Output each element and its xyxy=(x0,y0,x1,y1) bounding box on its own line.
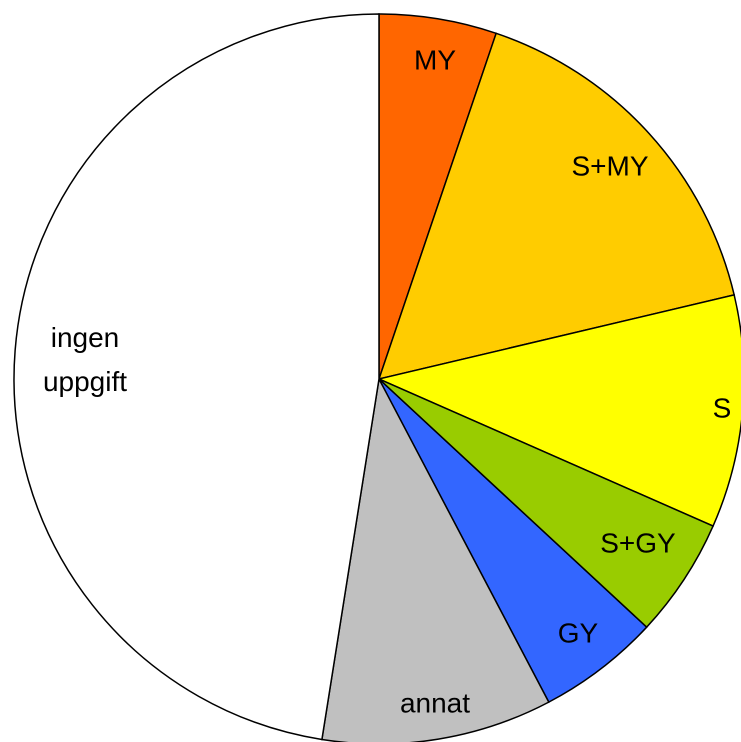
slice-label: ingen uppgift xyxy=(43,322,127,397)
pie-slice xyxy=(376,294,741,528)
pie-slice xyxy=(13,13,380,741)
pie-slice xyxy=(377,32,736,381)
slice-label: S xyxy=(713,392,732,423)
slice-label: annat xyxy=(400,687,470,718)
slice-label: S+GY xyxy=(600,527,676,558)
slice-label: GY xyxy=(558,617,599,648)
slice-label: S+MY xyxy=(571,150,648,181)
slice-label: MY xyxy=(414,44,456,75)
